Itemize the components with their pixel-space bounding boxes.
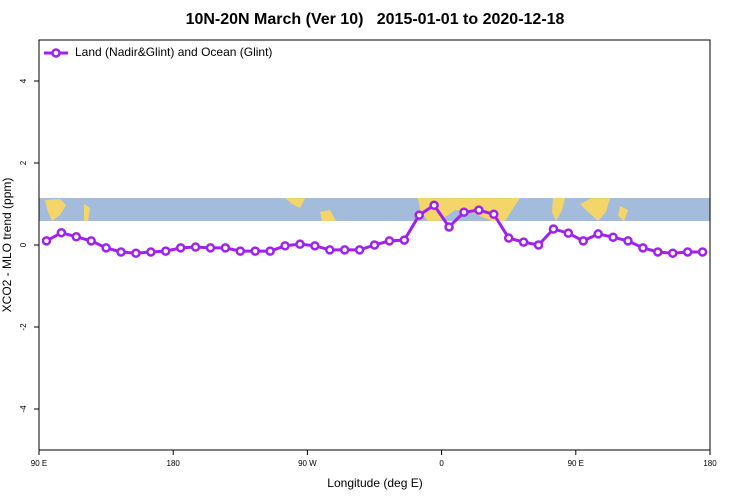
x-tick-label: 0 — [439, 459, 444, 468]
point — [101, 243, 111, 253]
point — [339, 245, 350, 255]
point — [578, 236, 589, 246]
point — [623, 236, 633, 246]
point — [354, 245, 365, 255]
point — [325, 245, 335, 255]
point — [518, 237, 529, 247]
point — [667, 248, 678, 258]
y-tick-label: 2 — [19, 160, 28, 165]
point — [295, 239, 305, 249]
point — [697, 247, 708, 257]
point — [190, 242, 201, 252]
point — [369, 240, 380, 250]
point — [593, 229, 603, 239]
point — [86, 236, 96, 246]
point — [235, 246, 246, 256]
point — [638, 243, 648, 253]
point — [503, 233, 514, 243]
point — [533, 240, 544, 250]
point — [384, 236, 395, 246]
point — [563, 228, 574, 238]
x-tick-label: 90 E — [568, 459, 584, 468]
point — [489, 209, 499, 219]
point — [682, 247, 693, 257]
point — [653, 247, 663, 257]
y-tick-label: -2 — [19, 323, 28, 331]
point — [444, 222, 454, 232]
x-tick-label: 90 E — [31, 459, 47, 468]
point — [146, 247, 156, 257]
map-strip — [39, 198, 710, 221]
point — [265, 246, 275, 256]
point — [459, 207, 469, 217]
y-tick-label: 4 — [19, 78, 28, 83]
legend-marker — [51, 48, 61, 58]
point — [250, 246, 260, 256]
y-axis-label: XCO2 - MLO trend (ppm) — [0, 178, 14, 313]
point — [41, 236, 52, 246]
point — [160, 246, 171, 256]
point — [414, 210, 424, 220]
point — [56, 227, 67, 238]
point — [131, 248, 141, 258]
point — [548, 224, 559, 234]
x-tick-label: 180 — [167, 459, 181, 468]
chart-title: 10N-20N March (Ver 10) 2015-01-01 to 202… — [186, 11, 565, 28]
point — [429, 200, 439, 210]
y-tick-label: 0 — [19, 242, 28, 247]
point — [608, 232, 618, 242]
x-tick-label: 180 — [703, 459, 717, 468]
point — [399, 235, 410, 245]
point — [474, 205, 484, 215]
point — [310, 241, 320, 251]
point — [175, 243, 186, 253]
x-tick-label: 90 W — [298, 459, 317, 468]
point — [116, 247, 126, 257]
point — [205, 243, 216, 253]
point — [71, 232, 82, 242]
legend-label: Land (Nadir&Glint) and Ocean (Glint) — [75, 45, 272, 59]
point — [220, 243, 231, 253]
point — [280, 241, 290, 251]
x-axis-label: Longitude (deg E) — [327, 476, 422, 490]
y-tick-label: -4 — [19, 405, 28, 413]
